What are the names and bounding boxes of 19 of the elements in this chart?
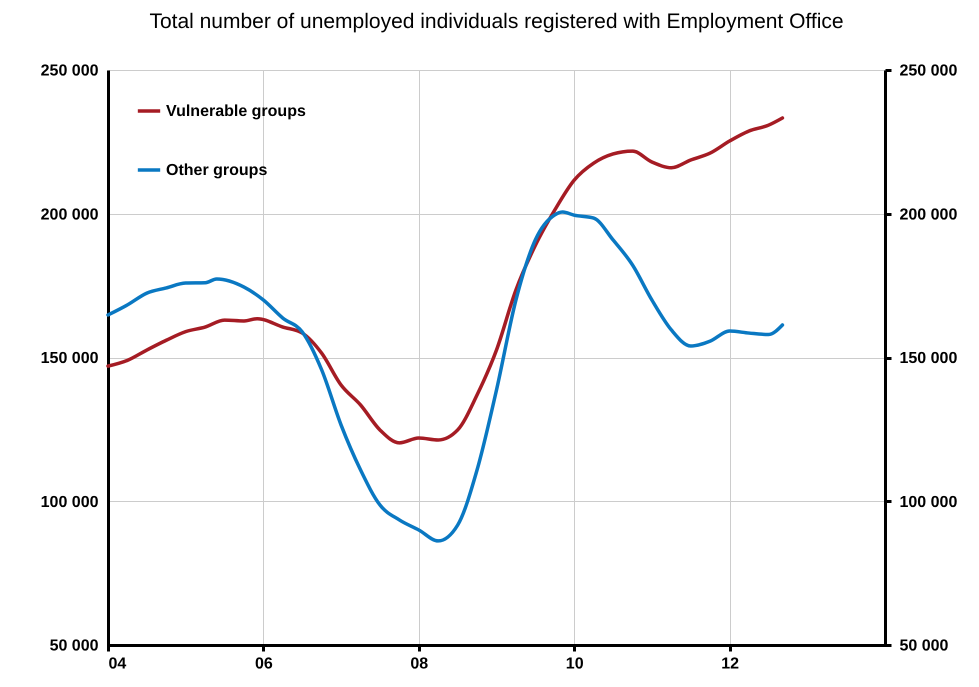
y-tick-label: 250 000 — [40, 62, 99, 80]
y2-tick-label: 250 000 — [900, 62, 958, 80]
line-series — [106, 210, 784, 543]
y2-tick-label: 100 000 — [900, 494, 958, 511]
y-tick-label: 50 000 — [50, 638, 99, 654]
legend-label: Other groups — [166, 162, 268, 179]
y2-tick-label: 200 000 — [900, 206, 958, 224]
y-tick-label: 100 000 — [40, 494, 99, 511]
chart-title: Total number of unemployed individuals registered with Employment Office — [149, 10, 844, 33]
legend-label: Vulnerable groups — [166, 103, 306, 120]
y2-tick-label: 50 000 — [900, 638, 949, 654]
y-tick-label: 150 000 — [40, 350, 99, 367]
y2-tick-label: 150 000 — [900, 350, 958, 367]
x-tick-label: 12 — [721, 656, 740, 672]
x-tick-label: 10 — [566, 656, 584, 672]
y-tick-label: 200 000 — [40, 206, 99, 224]
x-tick-label: 04 — [108, 656, 126, 672]
x-tick-label: 06 — [255, 656, 273, 672]
x-tick-label: 08 — [410, 656, 428, 672]
